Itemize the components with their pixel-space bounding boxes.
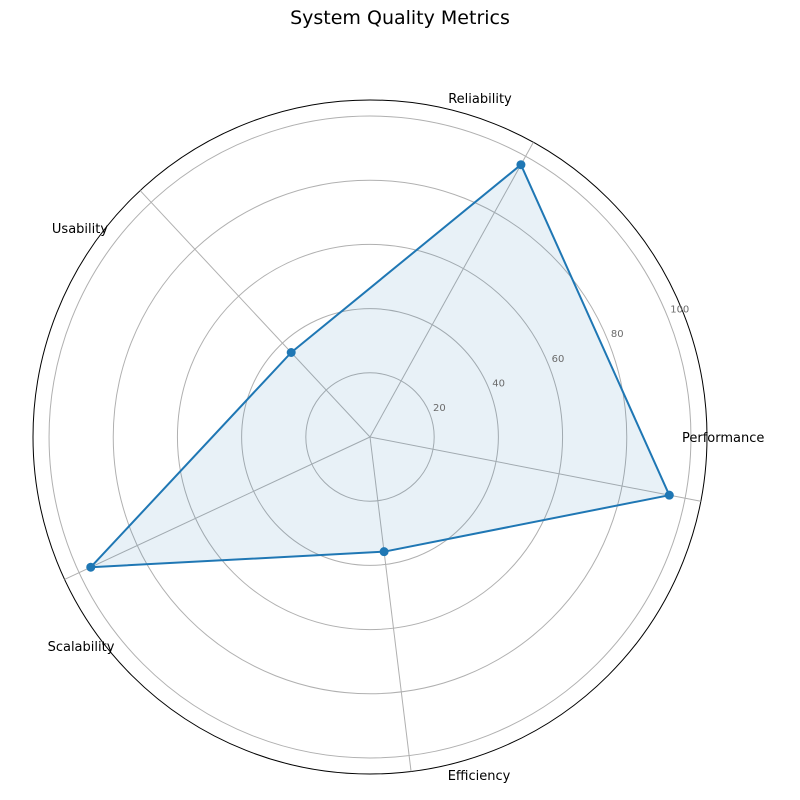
grid-circle-80 xyxy=(112,179,628,695)
tick-layer: 20 40 60 80 100 xyxy=(433,305,689,414)
data-layer xyxy=(86,160,674,572)
r-tick-label-20: 20 xyxy=(433,403,446,414)
category-label-reliability: Reliability xyxy=(448,92,512,107)
category-label-performance: Performance xyxy=(682,431,764,446)
data-point-scalability xyxy=(86,562,96,572)
grid-circle-40 xyxy=(241,308,499,566)
spoke-usability xyxy=(139,190,371,438)
r-tick-label-60: 60 xyxy=(552,354,565,365)
spoke-scalability xyxy=(64,436,371,580)
grid-layer xyxy=(32,99,708,775)
r-tick-label-80: 80 xyxy=(611,329,624,340)
grid-circle-100 xyxy=(48,115,692,759)
category-label-efficiency: Efficiency xyxy=(448,769,511,784)
data-point-efficiency xyxy=(379,547,389,557)
data-point-reliability xyxy=(516,160,526,170)
chart-title: System Quality Metrics xyxy=(290,7,510,29)
data-point-performance xyxy=(664,490,674,500)
spoke-reliability xyxy=(369,142,534,438)
data-point-usability xyxy=(286,347,296,357)
label-layer: Performance Reliability Usability Scalabili… xyxy=(48,92,765,784)
outer-frame xyxy=(32,99,708,775)
spoke-performance xyxy=(369,436,701,502)
grid-circle-20 xyxy=(305,372,435,502)
spoke-efficiency xyxy=(369,436,412,772)
series-line xyxy=(89,163,671,569)
grid-circle-60 xyxy=(176,243,564,631)
category-label-usability: Usability xyxy=(52,222,108,237)
r-tick-label-100: 100 xyxy=(670,305,689,316)
category-label-scalability: Scalability xyxy=(48,640,115,655)
spoke-layer xyxy=(64,142,701,772)
r-tick-label-40: 40 xyxy=(492,378,505,389)
series-area xyxy=(90,164,670,568)
